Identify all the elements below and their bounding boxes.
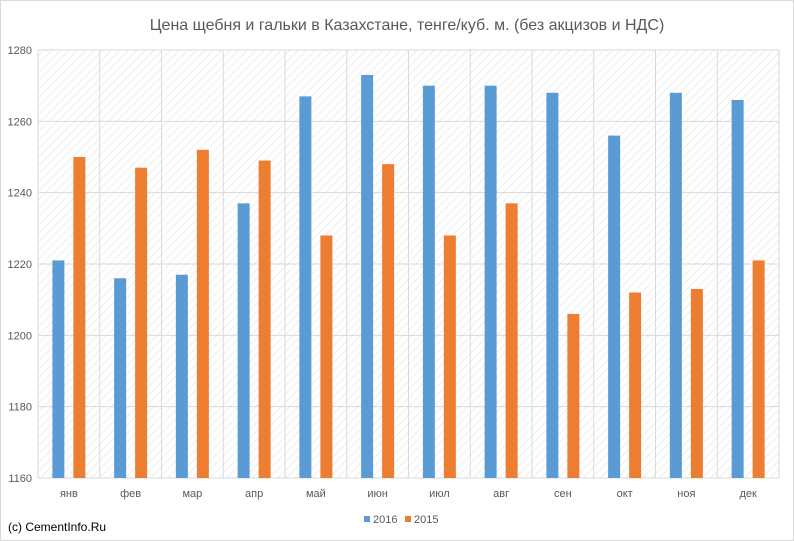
bar-2016-сен — [546, 92, 559, 479]
legend-swatch — [405, 516, 411, 522]
bar-2015-ноя — [690, 288, 703, 478]
bars — [52, 74, 765, 479]
bar-2016-окт — [608, 135, 621, 478]
bar-2015-апр — [258, 160, 271, 479]
x-tick-label: янв — [60, 488, 78, 500]
x-tick-label: фев — [120, 488, 141, 500]
x-tick-label: апр — [245, 488, 263, 500]
bar-2015-июл — [443, 235, 456, 478]
x-tick-label: сен — [554, 488, 572, 500]
legend-label: 2015 — [414, 514, 438, 526]
bar-2016-апр — [237, 203, 250, 478]
y-tick-label: 1260 — [8, 116, 32, 128]
y-tick-label: 1280 — [8, 45, 32, 57]
y-tick-label: 1200 — [8, 330, 32, 342]
bar-2015-июн — [382, 164, 395, 478]
bar-2016-июл — [422, 85, 435, 479]
x-tick-label: окт — [617, 488, 633, 500]
x-tick-label: июн — [367, 488, 387, 500]
bar-2015-дек — [752, 260, 765, 478]
x-tick-label: дек — [739, 488, 757, 500]
x-tick-label: авг — [493, 488, 509, 500]
y-tick-label: 1160 — [8, 473, 32, 485]
bar-2015-окт — [629, 292, 642, 478]
bar-2016-мар — [175, 274, 188, 478]
bar-2015-май — [320, 235, 333, 478]
bar-2016-ноя — [669, 92, 682, 479]
bar-2016-авг — [484, 85, 497, 479]
x-tick-label: ноя — [677, 488, 695, 500]
legend-swatch — [364, 516, 370, 522]
credit-text: (c) CementInfo.Ru — [8, 520, 106, 534]
bar-2016-янв — [52, 260, 65, 478]
legend: 2016 2015 — [364, 514, 438, 526]
y-tick-label: 1220 — [8, 259, 32, 271]
bar-2015-янв — [73, 157, 86, 478]
gridlines — [37, 49, 780, 479]
bar-2015-сен — [567, 313, 580, 478]
bar-2016-июн — [361, 74, 374, 478]
x-tick-label: июл — [429, 488, 450, 500]
bar-2016-май — [299, 96, 312, 478]
y-axis: 1160 1180 1200 1220 1240 1260 1280 — [8, 45, 32, 485]
bar-2016-дек — [731, 99, 744, 478]
bar-2015-мар — [196, 149, 209, 478]
chart-title: Цена щебня и гальки в Казахстане, тенге/… — [150, 17, 665, 34]
x-tick-label: мар — [182, 488, 202, 500]
bar-2016-фев — [114, 278, 127, 478]
x-axis: янв фев мар апр май июн июл авг сен окт ноя дек — [60, 488, 757, 500]
bar-2015-авг — [505, 203, 518, 478]
y-tick-label: 1180 — [8, 402, 32, 414]
x-tick-label: май — [306, 488, 326, 500]
y-tick-label: 1240 — [8, 188, 32, 200]
legend-label: 2016 — [373, 514, 397, 526]
bar-2015-фев — [135, 167, 148, 478]
